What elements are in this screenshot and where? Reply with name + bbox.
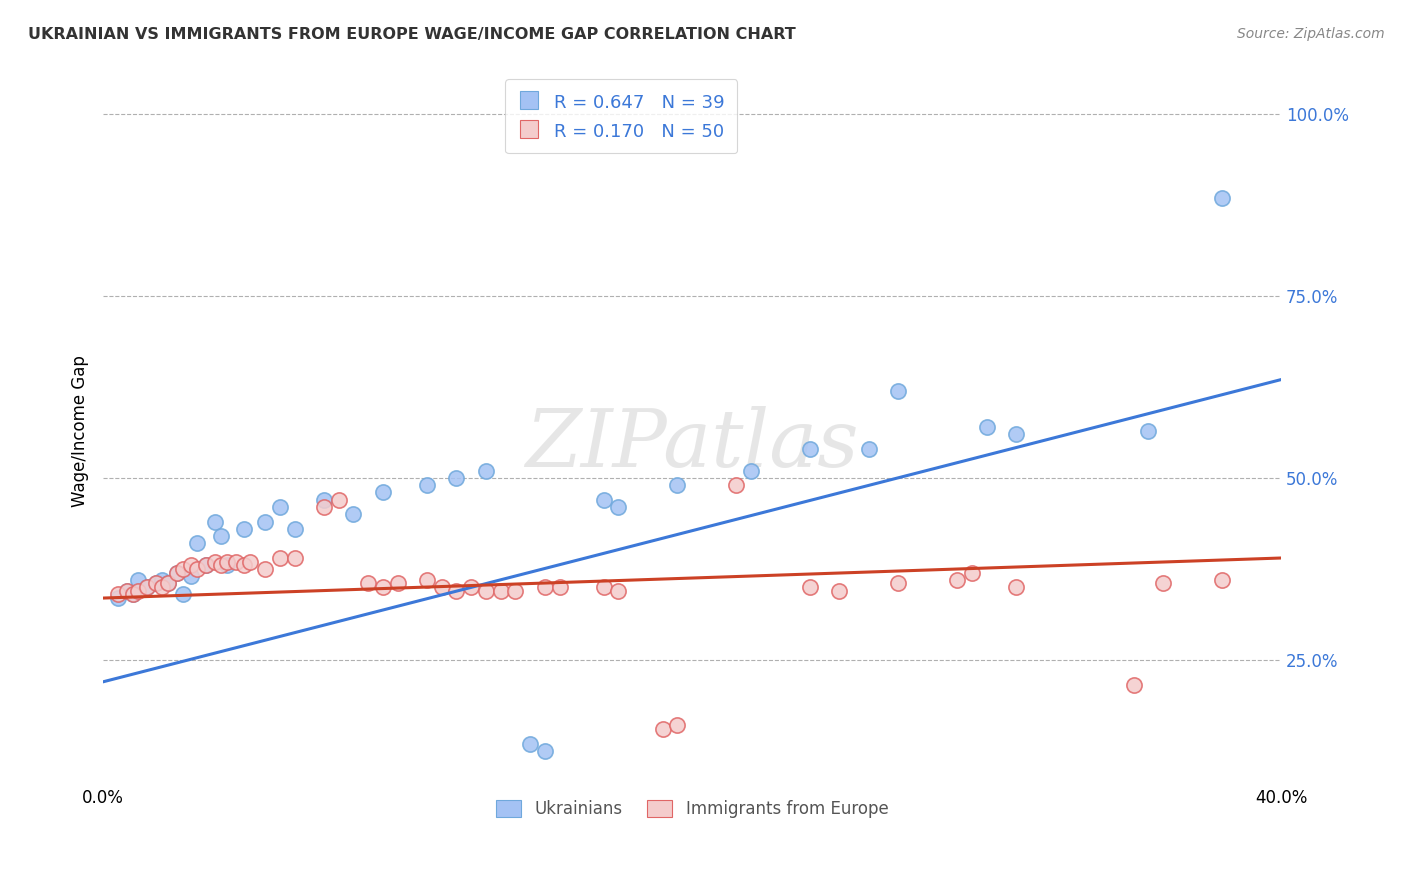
Point [946,573,969,587]
Point [172,587,194,601]
Point [254,515,277,529]
Point [416,573,439,587]
Point [519,737,541,751]
Point [195,558,218,573]
Point [145,576,167,591]
Point [150,580,173,594]
Point [115,583,138,598]
Point [548,580,571,594]
Point [533,744,555,758]
Point [342,508,364,522]
Point [387,576,409,591]
Point [204,555,226,569]
Point [166,566,188,580]
Point [180,569,202,583]
Point [127,583,149,598]
Point [1137,424,1160,438]
Text: Source: ZipAtlas.com: Source: ZipAtlas.com [1237,27,1385,41]
Point [312,500,335,514]
Point [156,576,179,591]
Point [121,587,143,601]
Point [269,551,291,566]
Point [651,722,673,736]
Point [328,492,350,507]
Point [136,580,159,594]
Point [1122,678,1144,692]
Point [209,529,232,543]
Point [446,471,468,485]
Point [225,555,247,569]
Point [239,555,262,569]
Point [254,562,277,576]
Point [607,583,630,598]
Point [180,558,202,573]
Point [1152,576,1174,591]
Point [475,464,498,478]
Point [215,555,238,569]
Point [475,583,498,598]
Point [976,420,998,434]
Point [887,576,910,591]
Point [416,478,439,492]
Point [371,485,394,500]
Point [1005,427,1028,442]
Point [145,576,167,591]
Point [505,583,527,598]
Point [740,464,762,478]
Point [186,536,208,550]
Point [195,558,218,573]
Point [446,583,468,598]
Point [283,551,305,566]
Point [460,580,482,594]
Point [215,558,238,573]
Point [269,500,291,514]
Point [233,522,256,536]
Point [136,580,159,594]
Point [533,580,555,594]
Y-axis label: Wage/Income Gap: Wage/Income Gap [72,355,89,507]
Point [172,562,194,576]
Point [666,478,689,492]
Point [489,583,512,598]
Point [1005,580,1028,594]
Point [233,558,256,573]
Point [107,587,129,601]
Point [204,515,226,529]
Point [186,562,208,576]
Point [592,580,614,594]
Text: ZIPatlas: ZIPatlas [526,406,859,483]
Point [666,718,689,732]
Point [592,492,614,507]
Point [107,591,129,605]
Point [283,522,305,536]
Legend: Ukrainians, Immigrants from Europe: Ukrainians, Immigrants from Europe [489,793,896,825]
Point [127,573,149,587]
Point [799,580,821,594]
Point [607,500,630,514]
Point [115,583,138,598]
Point [799,442,821,456]
Text: UKRAINIAN VS IMMIGRANTS FROM EUROPE WAGE/INCOME GAP CORRELATION CHART: UKRAINIAN VS IMMIGRANTS FROM EUROPE WAGE… [28,27,796,42]
Point [121,587,143,601]
Point [887,384,910,398]
Point [725,478,748,492]
Point [828,583,851,598]
Point [156,576,179,591]
Point [371,580,394,594]
Point [166,566,188,580]
Point [209,558,232,573]
Point [858,442,880,456]
Point [1211,191,1233,205]
Point [430,580,453,594]
Point [150,573,173,587]
Point [960,566,983,580]
Point [312,492,335,507]
Point [357,576,380,591]
Point [1211,573,1233,587]
